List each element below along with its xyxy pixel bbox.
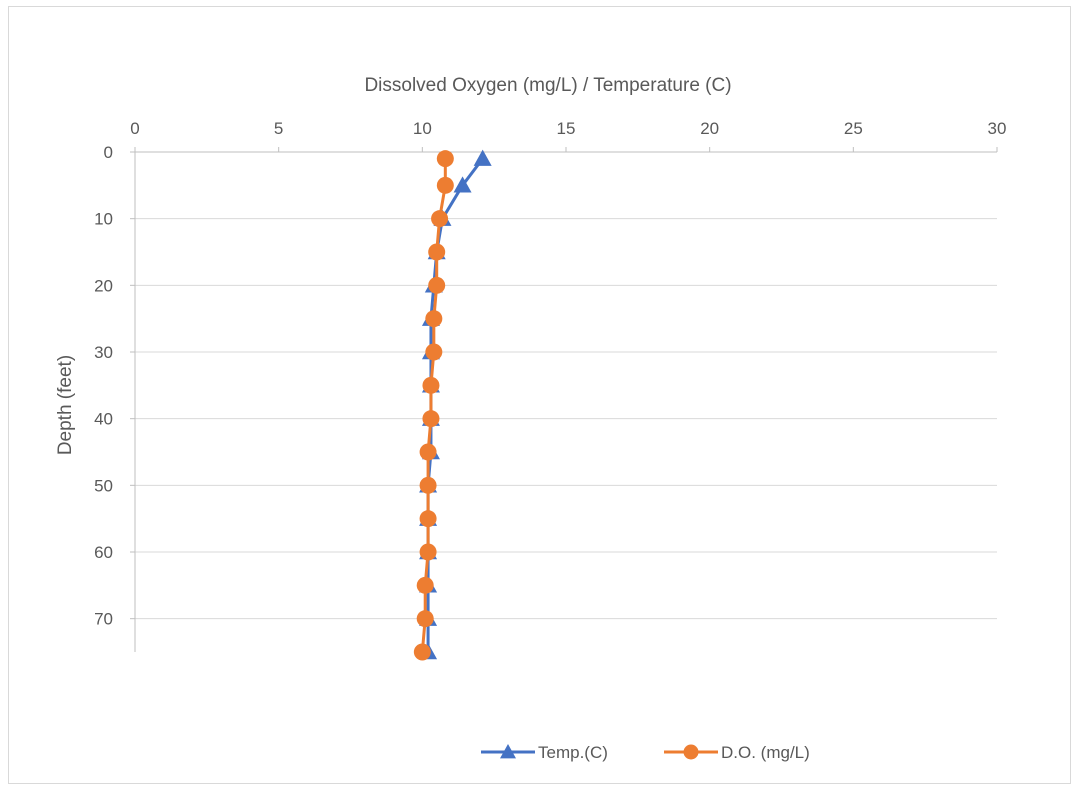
chart-area: 0 10 20 30 40 50 60 70 0 5 10 15 20 25 30 Dissolved Ox… <box>8 6 1071 784</box>
tick-labels: 0 10 20 30 40 50 60 70 0 5 10 15 20 25 30 <box>94 119 1006 629</box>
series-line <box>426 157 484 652</box>
legend-label: Temp.(C) <box>538 743 608 762</box>
data-point-circle <box>425 343 443 361</box>
data-point-circle <box>419 543 437 561</box>
y-tick-label: 60 <box>94 543 113 562</box>
gridlines <box>135 218 997 620</box>
y-tick-label: 70 <box>94 610 113 629</box>
x-tick-label: 25 <box>844 119 863 138</box>
data-point-circle <box>436 150 454 168</box>
data-point-circle <box>413 643 431 661</box>
data-point-circle <box>431 210 449 228</box>
y-tick-label: 10 <box>94 210 113 229</box>
series-plot <box>413 149 492 661</box>
data-point-circle <box>428 243 446 261</box>
legend-swatch-marker <box>500 744 516 759</box>
x-tick-label: 20 <box>700 119 719 138</box>
chart-canvas: 0 10 20 30 40 50 60 70 0 5 10 15 20 25 30 Dissolved Ox… <box>55 75 1006 762</box>
data-point-circle <box>422 376 440 394</box>
axes <box>130 147 998 652</box>
y-tick-label: 40 <box>94 410 113 429</box>
data-point-circle <box>436 176 454 194</box>
legend-swatch-marker <box>683 744 699 760</box>
x-tick-label: 30 <box>988 119 1007 138</box>
x-tick-label: 0 <box>130 119 139 138</box>
data-point-circle <box>419 476 437 494</box>
x-tick-label: 15 <box>557 119 576 138</box>
data-point-circle <box>425 310 443 328</box>
data-point-circle <box>422 410 440 428</box>
data-point-circle <box>428 276 446 294</box>
x-tick-label: 10 <box>413 119 432 138</box>
x-tick-label: 5 <box>274 119 283 138</box>
data-point-circle <box>419 510 437 528</box>
data-point-triangle <box>473 149 492 166</box>
y-axis-title: Depth (feet) <box>55 355 76 455</box>
y-tick-label: 20 <box>94 276 113 295</box>
data-point-circle <box>416 610 434 628</box>
legend-label: D.O. (mg/L) <box>721 743 810 762</box>
y-tick-label: 50 <box>94 476 113 495</box>
data-point-triangle <box>453 176 472 193</box>
data-point-circle <box>419 443 437 461</box>
x-axis-title: Dissolved Oxygen (mg/L) / Temperature (C… <box>364 75 731 96</box>
series-line <box>420 158 447 653</box>
y-tick-label: 30 <box>94 343 113 362</box>
y-tick-label: 0 <box>104 143 113 162</box>
data-point-circle <box>416 576 434 594</box>
legend: Temp.(C) D.O. (mg/L) <box>481 743 810 762</box>
